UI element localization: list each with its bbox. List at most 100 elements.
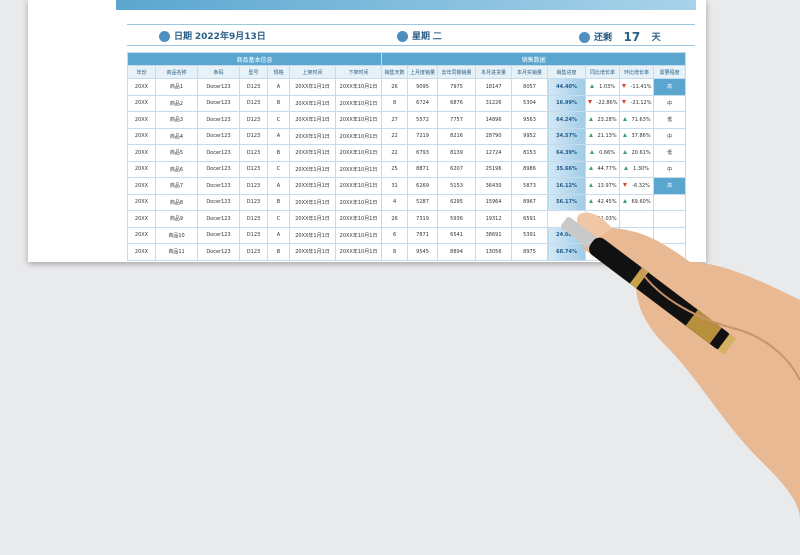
cell: 13056 xyxy=(475,243,513,261)
cell-text: C xyxy=(276,116,281,123)
cell-text: 20XX xyxy=(134,166,149,173)
cell-text: 15964 xyxy=(485,199,502,206)
cell-text: D123 xyxy=(246,182,261,189)
cell-text: Docer123 xyxy=(206,83,231,90)
cell-text: 8 xyxy=(392,248,397,255)
cell-text: 13.97% xyxy=(597,182,617,189)
cell-text: 6724 xyxy=(416,100,429,107)
cell-text: D123 xyxy=(246,149,261,156)
cell-text: 20XX年1月1日 xyxy=(295,84,330,91)
cell-text: 7219 xyxy=(416,133,429,140)
cell-text: 高 xyxy=(667,183,673,190)
trend-arrow xyxy=(588,199,593,204)
cell-text: 42.45% xyxy=(597,199,617,206)
cell-text: 20XX年10月1日 xyxy=(339,199,378,206)
cell-text: Docer123 xyxy=(206,232,231,239)
column-header: 销售天数 xyxy=(381,65,409,79)
cell-text: 8 xyxy=(392,100,397,107)
table-row: 20XX 商品6 Docer123 D123 C 20XX年1月1日 20XX年10月1日 2… xyxy=(127,160,687,178)
cell-text: 商品4 xyxy=(169,133,184,140)
cell-text: 20XX年1月1日 xyxy=(295,199,330,206)
cell-text: 18147 xyxy=(485,83,502,90)
cell-text: 8216 xyxy=(450,133,463,140)
column-header: 上月度销量 xyxy=(407,65,439,79)
cell-text: 20XX年1月1日 xyxy=(295,117,330,124)
cell-text: 20XX xyxy=(134,116,149,123)
cell-text: 20XX年10月1日 xyxy=(339,249,378,256)
cell-text: 8975 xyxy=(523,248,536,255)
cell-text: 5304 xyxy=(523,100,536,107)
table-row: 20XX 商品2 Docer123 D123 B 20XX年1月1日 20XX年10月1日 8… xyxy=(127,94,687,112)
cell-text: 68.74% xyxy=(556,248,577,255)
cell-text: 低 xyxy=(667,150,673,157)
sheet: 日期 2022年9月13日 星期 二 还剩 17 天 商品基本信息 销售数据 年份商… xyxy=(28,0,706,262)
cell-text: Docer123 xyxy=(206,215,231,222)
column-header: 同比增长率 xyxy=(585,65,621,79)
cell-text: 6207 xyxy=(450,166,463,173)
cell-text: 9095 xyxy=(416,83,429,90)
cell-text: 20XX年1月1日 xyxy=(295,100,330,107)
cell-text: 19312 xyxy=(485,215,502,222)
cell-text: Docer123 xyxy=(206,182,231,189)
column-header: 去年同期销量 xyxy=(437,65,477,79)
cell-text: 9545 xyxy=(416,248,429,255)
cell-text: 64.39% xyxy=(556,149,577,156)
cell-text: D123 xyxy=(246,215,261,222)
date-label: 日期 xyxy=(174,32,193,42)
cell-text: 11.03% xyxy=(597,215,617,222)
cell-text: 22 xyxy=(391,149,398,156)
cell-text: D123 xyxy=(246,248,261,255)
cell-text: 44.77% xyxy=(597,166,617,173)
trend-arrow xyxy=(622,133,627,138)
cell-text: 8153 xyxy=(523,149,536,156)
cell-text: 20XX年10月1日 xyxy=(339,100,378,107)
cell-text: 26 xyxy=(391,215,398,222)
date-field: 日期 2022年9月13日 xyxy=(159,29,266,42)
cell-text: Docer123 xyxy=(206,248,231,255)
cell-text: D123 xyxy=(246,100,261,107)
cell-text: 商品6 xyxy=(169,166,184,173)
trend-arrow xyxy=(588,116,593,121)
cell-text: 中 xyxy=(667,133,673,140)
column-header: 商品名称 xyxy=(155,65,198,79)
cell: 高 xyxy=(653,78,687,96)
cell-text: A xyxy=(276,83,281,90)
pen xyxy=(560,217,737,355)
cell: 20XX年10月1日 xyxy=(334,243,383,261)
cell-text: 20XX年10月1日 xyxy=(339,150,378,157)
cell-text: Docer123 xyxy=(206,149,231,156)
cell-text: 20XX年10月1日 xyxy=(339,183,378,190)
cell-text: 0.66% xyxy=(599,149,615,156)
cell-text: 14896 xyxy=(485,116,502,123)
cell-text: 20XX年1月1日 xyxy=(295,183,330,190)
cell-text: 商品11 xyxy=(168,249,185,256)
column-header: 下架时间 xyxy=(334,65,383,79)
remain-field: 还剩 17 天 xyxy=(579,29,661,44)
cell-text: 12724 xyxy=(485,149,502,156)
cell: 34.57% xyxy=(547,127,587,145)
cell-text: 28790 xyxy=(485,133,502,140)
cell-text: 37.86% xyxy=(631,133,651,140)
cell-text: Docer123 xyxy=(206,133,231,140)
cell-text: 16.99% xyxy=(556,100,577,107)
cell-text: 24.08% xyxy=(556,232,577,239)
cell-text: 20XX年10月1日 xyxy=(339,133,378,140)
cell-text: 5572 xyxy=(416,116,429,123)
cell: Docer123 xyxy=(197,243,240,261)
weekday-label: 星期 xyxy=(412,32,431,42)
cell-text: D123 xyxy=(246,166,261,173)
cell-text: 31226 xyxy=(485,100,502,107)
cell: 9545 xyxy=(407,243,439,261)
cell-text: 8894 xyxy=(450,248,463,255)
cell: 20XX年10月1日 xyxy=(334,94,383,112)
cell-text: 1.30% xyxy=(633,166,649,173)
cell-text: 25196 xyxy=(485,166,502,173)
trend-arrow xyxy=(590,149,595,154)
remain-unit: 天 xyxy=(651,33,661,43)
cell-text: Docer123 xyxy=(206,166,231,173)
remain-label: 还剩 xyxy=(594,33,613,43)
cell-text: 20XX年10月1日 xyxy=(339,84,378,91)
cell-text: -6.32% xyxy=(632,182,650,189)
cell-text: Docer123 xyxy=(206,100,231,107)
